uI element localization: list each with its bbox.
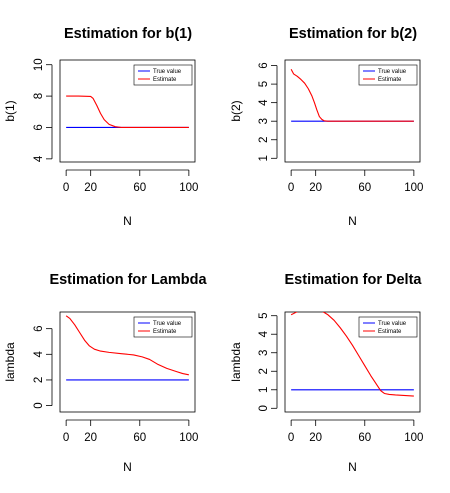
plot-frame bbox=[284, 311, 421, 413]
panel-b2: Estimation for b(2) 0 20 60 100 1 2 3 4 5 6 Nb(2) Tr… bbox=[229, 26, 423, 228]
x-tick-label: 100 bbox=[179, 182, 198, 194]
y-tick-label: 6 bbox=[258, 62, 270, 68]
x-tick-label: 20 bbox=[309, 182, 322, 194]
chart-title: Estimation for Lambda bbox=[49, 272, 207, 288]
y-tick-label: 1 bbox=[258, 387, 270, 393]
y-tick-label: 6 bbox=[33, 325, 45, 331]
plot-area bbox=[290, 69, 414, 122]
y-tick-label: 2 bbox=[258, 368, 270, 374]
series-line-estimate bbox=[290, 69, 414, 122]
y-axis-label: b(2) bbox=[229, 100, 243, 121]
chart-title: Estimation for Delta bbox=[285, 272, 423, 288]
y-tick-label: 6 bbox=[33, 124, 45, 130]
legend-label: True value bbox=[378, 321, 407, 327]
plot-frame bbox=[59, 311, 196, 413]
legend-box bbox=[133, 64, 193, 86]
plot-frame bbox=[284, 59, 421, 163]
y-tick-label: 4 bbox=[258, 330, 270, 337]
y-axis-label: b(1) bbox=[3, 100, 17, 121]
legend-label: True value bbox=[153, 321, 182, 327]
y-tick-label: 4 bbox=[258, 99, 270, 106]
legend-box bbox=[133, 316, 193, 338]
x-tick-label: 0 bbox=[63, 182, 69, 194]
legend-label: Estimate bbox=[378, 77, 402, 83]
legend-box bbox=[358, 316, 418, 338]
x-axis-label: N bbox=[348, 214, 357, 228]
y-tick-label: 4 bbox=[33, 155, 45, 162]
x-tick-label: 0 bbox=[288, 182, 294, 194]
x-tick-label: 100 bbox=[404, 432, 423, 444]
x-tick-label: 60 bbox=[358, 432, 371, 444]
y-tick-label: 3 bbox=[258, 350, 270, 356]
chart-title: Estimation for b(2) bbox=[289, 26, 417, 42]
x-tick-label: 20 bbox=[84, 182, 97, 194]
x-tick-label: 20 bbox=[309, 432, 322, 444]
y-tick-label: 4 bbox=[33, 351, 45, 358]
legend: True value Estimate bbox=[358, 64, 418, 86]
chart-title: Estimation for b(1) bbox=[64, 26, 192, 42]
x-axis-label: N bbox=[123, 460, 132, 474]
x-tick-label: 60 bbox=[133, 182, 146, 194]
plot-area bbox=[65, 315, 189, 381]
y-tick-label: 5 bbox=[258, 313, 270, 319]
y-tick-label: 3 bbox=[258, 118, 270, 124]
legend-label: Estimate bbox=[153, 77, 177, 83]
panel-delta: Estimation for Delta 0 20 60 100 0 1 2 3 4 5 Nlambd… bbox=[229, 272, 423, 474]
plot-area bbox=[66, 95, 189, 129]
legend-label: Estimate bbox=[153, 329, 177, 335]
legend: True value Estimate bbox=[133, 64, 193, 86]
legend-box bbox=[358, 64, 418, 86]
x-tick-label: 100 bbox=[404, 182, 423, 194]
y-tick-label: 10 bbox=[33, 58, 45, 71]
legend: True value Estimate bbox=[133, 316, 193, 338]
panel-b1: Estimation for b(1) 0 20 60 100 4 6 8 10 Nb(1) Tru… bbox=[3, 26, 198, 228]
y-tick-label: 8 bbox=[33, 93, 45, 99]
x-axis-label: N bbox=[123, 214, 132, 228]
x-tick-label: 20 bbox=[84, 432, 97, 444]
plot-area bbox=[290, 312, 414, 397]
x-tick-label: 100 bbox=[179, 432, 198, 444]
y-tick-label: 2 bbox=[258, 137, 270, 143]
y-tick-label: 1 bbox=[258, 155, 270, 161]
legend-label: True value bbox=[153, 69, 182, 75]
x-tick-label: 0 bbox=[288, 432, 294, 444]
y-tick-label: 0 bbox=[33, 402, 45, 408]
y-tick-label: 5 bbox=[258, 81, 270, 87]
y-tick-label: 2 bbox=[33, 377, 45, 383]
y-tick-label: 0 bbox=[258, 405, 270, 411]
series-line-estimate bbox=[65, 315, 189, 376]
panel-lambda: Estimation for Lambda 0 20 60 100 0 2 4 6 Nlambda… bbox=[3, 272, 207, 474]
y-axis-label: lambda bbox=[229, 342, 243, 382]
x-tick-label: 60 bbox=[358, 182, 371, 194]
legend-label: True value bbox=[378, 69, 407, 75]
series-line-estimate bbox=[290, 312, 414, 397]
x-tick-label: 60 bbox=[133, 432, 146, 444]
y-axis-label: lambda bbox=[3, 342, 17, 382]
legend: True value Estimate bbox=[358, 316, 418, 338]
plot-frame bbox=[59, 59, 196, 163]
legend-label: Estimate bbox=[378, 329, 402, 335]
x-axis-label: N bbox=[348, 460, 357, 474]
series-line-estimate bbox=[66, 95, 189, 129]
x-tick-label: 0 bbox=[63, 432, 69, 444]
